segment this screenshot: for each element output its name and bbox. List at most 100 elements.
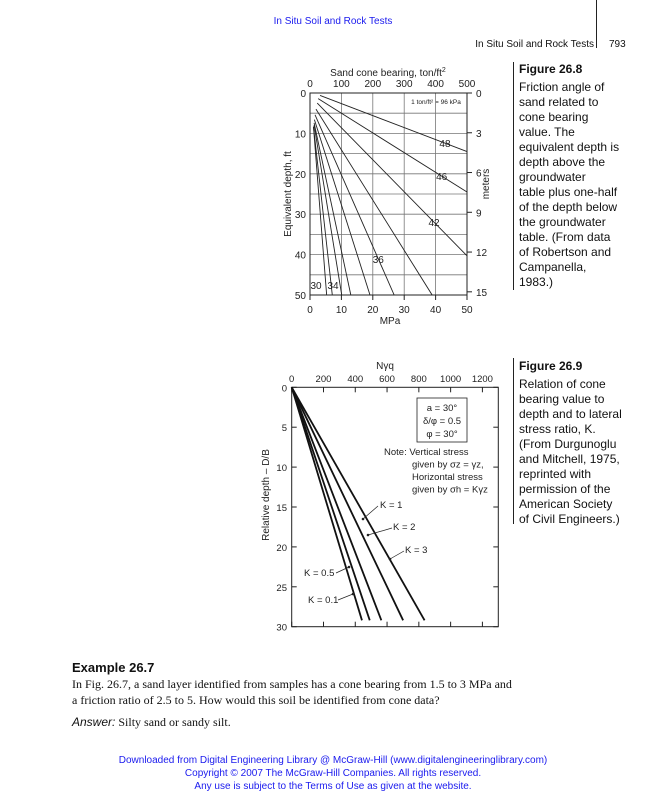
y-tick-label: 0 xyxy=(282,383,287,394)
footer-terms[interactable]: Any use is subject to the Terms of Use a… xyxy=(194,781,472,792)
x-tick-bottom: 30 xyxy=(399,305,411,316)
caption-rule xyxy=(513,62,514,290)
arrow-head xyxy=(361,517,365,521)
x-axis-top-label: Sand cone bearing, ton/ft2 xyxy=(330,67,446,79)
x-tick-bottom: 50 xyxy=(461,305,473,316)
y-tick-right: 3 xyxy=(476,129,482,140)
x-tick-bottom: 20 xyxy=(367,305,379,316)
note-text: given by σh = Kγz xyxy=(412,485,488,496)
example-body-line: In Fig. 26.7, a sand layer identified fr… xyxy=(72,677,512,691)
x-tick-label: 800 xyxy=(411,374,427,385)
x-tick-top: 100 xyxy=(333,79,350,90)
caption-rule xyxy=(513,358,514,524)
friction-angle-line xyxy=(319,95,468,153)
leader-arrow xyxy=(362,505,379,520)
caption-line: Friction angle of xyxy=(519,80,605,94)
caption-line: table plus one-half xyxy=(519,185,618,199)
example-body-line: a friction ratio of 2.5 to 5. How would … xyxy=(72,693,440,707)
caption-line: depth above the xyxy=(519,155,606,169)
friction-angle-line xyxy=(313,126,328,296)
y-tick-right: 12 xyxy=(476,248,488,259)
y-tick-left: 40 xyxy=(295,251,307,262)
k-label: K = 0.1 xyxy=(308,595,338,606)
arrow-head xyxy=(351,592,355,596)
y-axis-left-label: Equivalent depth, ft xyxy=(283,151,294,237)
k-label: K = 2 xyxy=(393,522,415,533)
x-tick-label: 600 xyxy=(379,374,395,385)
y-tick-right: 0 xyxy=(476,89,482,100)
k-label: K = 3 xyxy=(405,545,427,556)
caption-line: bearing value to xyxy=(519,392,605,406)
k-curve xyxy=(290,386,404,621)
caption-line: of Robertson and xyxy=(519,245,612,259)
x-tick-label: 200 xyxy=(316,374,332,385)
caption-line: of Civil Engineers.) xyxy=(519,512,620,526)
leader-arrow xyxy=(335,566,350,574)
friction-angle-line xyxy=(314,114,395,296)
running-head: In Situ Soil and Rock Tests xyxy=(475,39,594,50)
caption-line: cone bearing xyxy=(519,110,589,124)
x-tick-bottom: 10 xyxy=(336,305,348,316)
caption-line: permission of the xyxy=(519,482,611,496)
y-tick-label: 5 xyxy=(282,423,287,434)
x-tick-label: 1200 xyxy=(472,374,493,385)
y-tick-right: 9 xyxy=(476,208,482,219)
k-curve xyxy=(290,387,363,621)
k-curve xyxy=(290,387,371,621)
y-axis-right-label: meters xyxy=(481,169,492,200)
friction-angle-line xyxy=(313,119,371,296)
caption-line: (From Durgunoglu xyxy=(519,437,617,451)
note-text: Note: Vertical stress xyxy=(384,447,469,458)
friction-angle-line xyxy=(313,126,333,296)
caption-line: sand related to xyxy=(519,95,599,109)
friction-angle-line xyxy=(315,108,433,296)
parameter-box xyxy=(416,397,468,443)
leader-arrow xyxy=(389,550,405,560)
caption-line: reprinted with xyxy=(519,467,592,481)
line-label: 30 xyxy=(310,281,322,292)
caption-title: Figure 26.8 xyxy=(519,62,583,76)
parameter-text: δ/φ = 0.5 xyxy=(423,416,461,427)
arrow-head xyxy=(347,565,351,569)
leader-arrow xyxy=(337,593,354,601)
x-tick-top: 0 xyxy=(307,79,313,90)
y-tick-left: 30 xyxy=(295,210,307,221)
caption-line: stress ratio, K. xyxy=(519,422,596,436)
caption-line: value. The xyxy=(519,125,575,139)
caption-line: 1983.) xyxy=(519,275,554,289)
friction-angle-line xyxy=(313,122,352,296)
y-tick-label: 15 xyxy=(276,503,287,514)
caption-line: of the depth below xyxy=(519,200,618,214)
caption-title: Figure 26.9 xyxy=(519,359,583,373)
example-answer: Answer: Silty sand or sandy silt. xyxy=(72,715,231,730)
y-tick-label: 30 xyxy=(276,623,287,634)
line-label: 48 xyxy=(439,139,451,150)
x-tick-label: 400 xyxy=(347,374,363,385)
header-divider xyxy=(596,0,597,48)
x-tick-top: 300 xyxy=(396,79,413,90)
caption-line: equivalent depth is xyxy=(519,140,620,154)
parameter-text: φ = 30° xyxy=(426,429,458,440)
figure-26-9-chart: Nγq Relative depth – D/B 0 200 400 600 800 10… xyxy=(261,361,499,634)
x-tick-top: 500 xyxy=(459,79,476,90)
k-curve xyxy=(290,386,383,621)
friction-angle-line xyxy=(317,98,468,193)
x-tick-top: 200 xyxy=(364,79,381,90)
caption-line: Relation of cone xyxy=(519,377,606,391)
unit-note: 1 ton/ft² = 96 kPa xyxy=(411,99,461,106)
line-label: 42 xyxy=(428,218,440,229)
line-label: 36 xyxy=(373,255,385,266)
caption-line: groundwater xyxy=(519,170,586,184)
y-axis-label: Relative depth – D/B xyxy=(261,449,272,541)
footer-download-link[interactable]: Downloaded from Digital Engineering Libr… xyxy=(118,755,548,766)
caption-line: the groundwater xyxy=(519,215,606,229)
figure-26-8-caption: Figure 26.8 Friction angle of sand relate… xyxy=(519,62,639,290)
y-tick-label: 20 xyxy=(276,543,287,554)
x-tick-bottom: 40 xyxy=(430,305,442,316)
y-tick-right: 6 xyxy=(476,169,482,180)
example-title: Example 26.7 xyxy=(72,660,155,675)
k-label: K = 0.5 xyxy=(304,568,334,579)
k-curve xyxy=(290,386,426,621)
y-tick-right: 15 xyxy=(476,288,488,299)
